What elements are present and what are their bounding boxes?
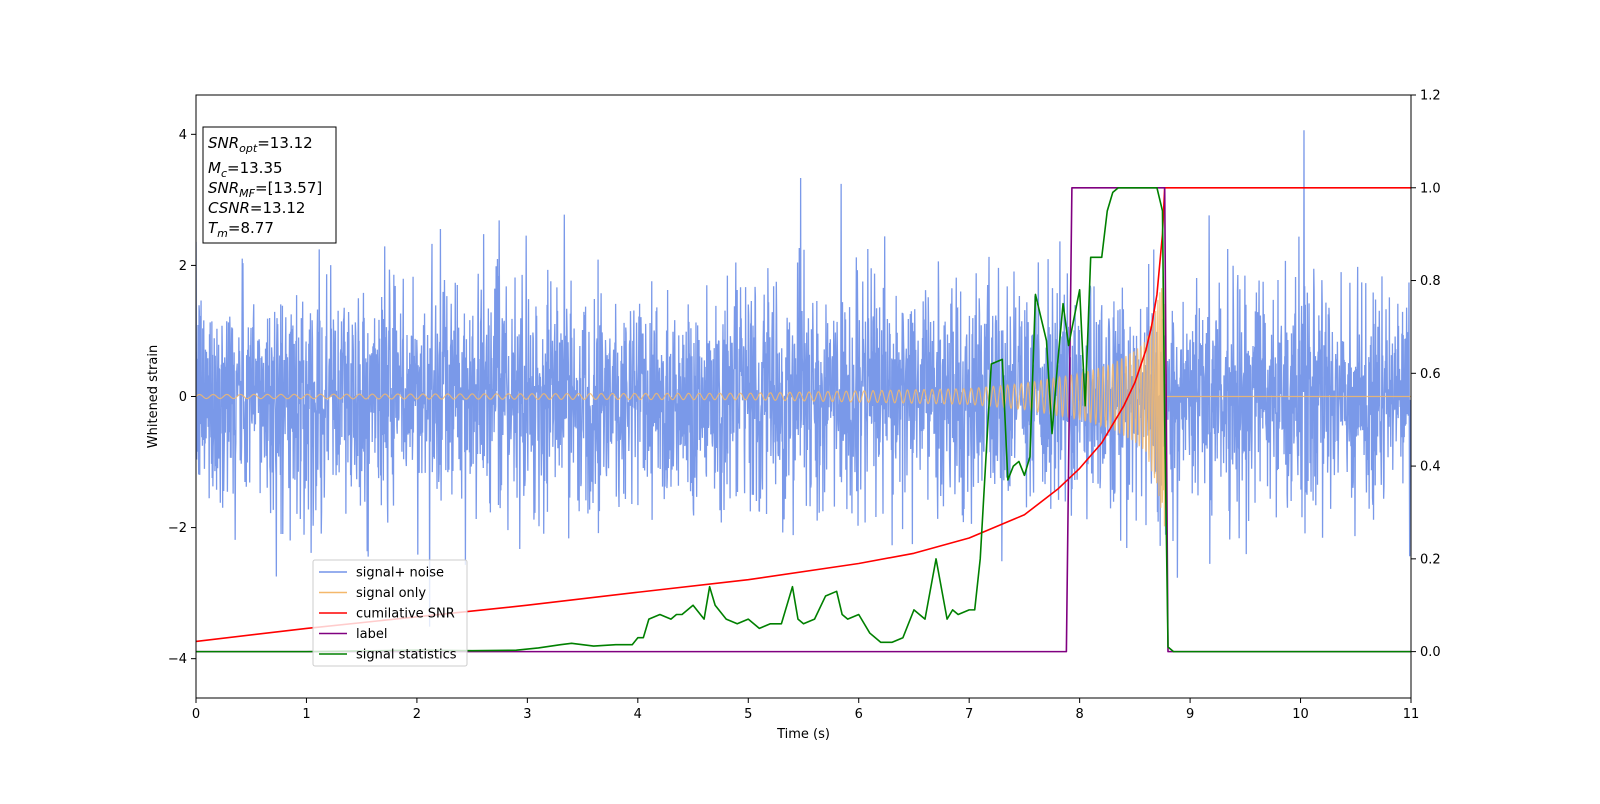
info-line: Tm=8.77 [208, 219, 274, 240]
x-tick-label: 8 [1075, 707, 1083, 722]
y-right-tick-label: 0.6 [1420, 367, 1441, 382]
legend-frame [312, 559, 468, 667]
info-line-base: SNR [208, 179, 239, 197]
info-line-value: =[13.57] [255, 179, 322, 197]
x-tick-label: 4 [634, 707, 642, 722]
x-tick-label: 7 [965, 707, 973, 722]
info-line-base: T [208, 219, 219, 237]
info-line-sub: MF [239, 187, 255, 200]
axes: 0 1 2 3 4 5 6 7 8 9 10 11 4 2 0 −2 −4 1.2 1.0 0.8 0.6 0.4 0.2 0… [146, 89, 1441, 743]
x-tick-label: 11 [1403, 707, 1420, 722]
x-tick-label: 1 [302, 707, 310, 722]
legend-label: signal only [356, 586, 426, 601]
info-line-sub: opt [239, 142, 258, 155]
x-tick-label: 9 [1186, 707, 1194, 722]
y-right-tick-label: 0.4 [1420, 460, 1441, 475]
legend-label: cumilative SNR [356, 607, 455, 622]
y-left-tick-label: −2 [168, 521, 187, 536]
info-line: SNRopt=13.12 [208, 134, 313, 155]
series-signal-only-line [196, 276, 1411, 527]
info-line: SNRMF=[13.57] [208, 179, 322, 200]
info-box: SNRopt=13.12Mc=13.35SNRMF=[13.57]CSNR=13… [202, 126, 337, 244]
y-left-tick-label: 4 [179, 128, 187, 143]
info-line-value: =8.77 [228, 219, 274, 237]
x-tick-label: 3 [523, 707, 531, 722]
series-signal-statistics-line [196, 186, 1411, 653]
info-box-frame [202, 126, 337, 244]
info-line-sub: m [217, 227, 228, 240]
x-tick-label: 10 [1292, 707, 1309, 722]
y-left-tick-label: 2 [179, 259, 187, 274]
info-line-value: =13.35 [227, 159, 283, 177]
legend-label: signal statistics [356, 648, 457, 663]
y-right-tick-label: 0.0 [1420, 645, 1441, 660]
y-right-tick-label: 0.2 [1420, 552, 1441, 567]
info-line-value: =13.12 [257, 134, 313, 152]
info-line-value: =13.12 [250, 199, 306, 217]
y-right-tick-label: 0.8 [1420, 274, 1441, 289]
x-axis-label: Time (s) [776, 727, 830, 742]
legend: signal+ noise signal only cumilative SNR la… [312, 559, 468, 667]
y-left-tick-label: 0 [179, 390, 187, 405]
x-tick-label: 0 [192, 707, 200, 722]
x-tick-label: 2 [413, 707, 421, 722]
info-line: Mc=13.35 [208, 159, 283, 180]
info-line: CSNR=13.12 [208, 199, 305, 217]
x-tick-label: 5 [744, 707, 752, 722]
info-line-sub: c [221, 167, 227, 180]
series-signal-noise-line [196, 130, 1411, 627]
legend-label: signal+ noise [356, 566, 444, 581]
y-right-tick-label: 1.0 [1420, 181, 1441, 196]
y-left-tick-label: −4 [168, 652, 187, 667]
plot-area [196, 130, 1411, 653]
info-line-base: CSNR [208, 199, 250, 217]
x-tick-label: 6 [855, 707, 863, 722]
info-line-base: SNR [208, 134, 239, 152]
legend-label: label [356, 627, 387, 642]
y-axis-label: Whitened strain [146, 345, 161, 448]
y-right-tick-label: 1.2 [1420, 89, 1441, 104]
info-line-base: M [208, 159, 221, 177]
